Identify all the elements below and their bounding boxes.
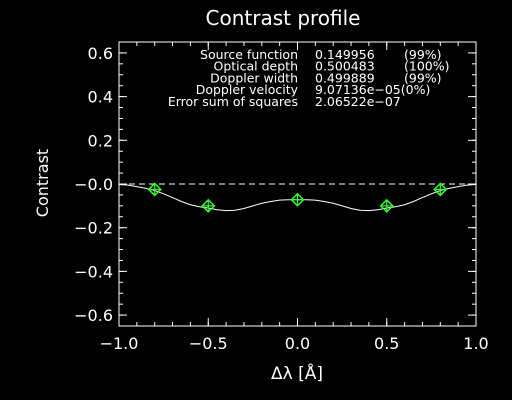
y-tick-label: 0.4: [88, 88, 113, 107]
y-tick-label: 0.6: [88, 44, 113, 63]
fit-result-value: 0.499889: [315, 70, 375, 85]
x-tick-label: −1.0: [100, 334, 139, 353]
y-axis-ticks: 0.6 0.4 0.2 −0.0 −0.2 −0.4 −0.6: [74, 44, 476, 325]
y-axis-label: Contrast: [33, 149, 52, 217]
x-tick-label: 0.0: [285, 334, 310, 353]
chart-title: Contrast profile: [206, 6, 361, 30]
fit-result-percent: (99%): [404, 70, 442, 85]
fit-result-value: 2.06522e−07: [315, 94, 401, 109]
y-tick-label: −0.2: [74, 219, 113, 238]
x-axis-ticks: −1.0 −0.5 0.0 0.5 1.0: [100, 42, 489, 353]
fit-results-panel: Source function 0.149956 (99%) Optical dept…: [168, 47, 450, 109]
y-tick-label: 0.2: [88, 131, 113, 150]
fit-result-value: 0.149956: [315, 47, 375, 62]
fit-result-percent: (99%): [404, 47, 442, 62]
data-point: [201, 198, 216, 213]
x-tick-label: −0.5: [189, 334, 228, 353]
fit-result-value: 9.07136e−05(0%): [315, 82, 430, 97]
fit-result-label: Source function: [200, 47, 298, 62]
data-point: [379, 198, 394, 213]
data-point: [433, 182, 448, 197]
fit-result-label: Optical depth: [213, 59, 298, 74]
fit-result-value: 0.500483: [315, 59, 375, 74]
data-point: [147, 182, 162, 197]
x-axis-label: Δλ [Å]: [271, 362, 323, 384]
fit-result-label: Doppler velocity: [196, 82, 299, 97]
data-point: [290, 192, 305, 207]
x-tick-label: 1.0: [463, 334, 488, 353]
y-tick-label: −0.6: [74, 306, 113, 325]
y-tick-label: −0.4: [74, 262, 113, 281]
fit-result-percent: (100%): [404, 59, 450, 74]
x-tick-label: 0.5: [374, 334, 399, 353]
fit-result-label: Error sum of squares: [168, 94, 298, 109]
observed-points: [147, 182, 448, 213]
y-tick-label: −0.0: [74, 175, 113, 194]
fit-result-label: Doppler width: [210, 70, 298, 85]
